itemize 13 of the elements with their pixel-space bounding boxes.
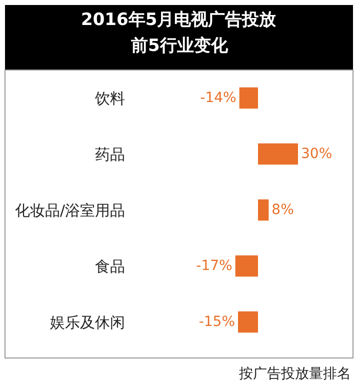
data-label: -17% — [196, 258, 232, 274]
data-label: 8% — [272, 202, 294, 218]
data-label: 30% — [301, 146, 332, 162]
chart-title: 2016年5月电视广告投放 — [81, 10, 278, 30]
chart-subtitle: 前5行业变化 — [130, 36, 229, 56]
y-tick-label: 饮料 — [94, 89, 125, 108]
y-tick-label: 食品 — [95, 257, 125, 276]
data-label: -15% — [198, 314, 235, 330]
y-tick-label: 化妆品/浴室用品 — [14, 201, 125, 220]
data-label: -14% — [200, 90, 236, 106]
y-tick-label: 药品 — [95, 145, 125, 164]
text: 按广告投放量排名 — [239, 366, 351, 382]
y-tick-label: 娱乐及休闲 — [50, 313, 125, 332]
